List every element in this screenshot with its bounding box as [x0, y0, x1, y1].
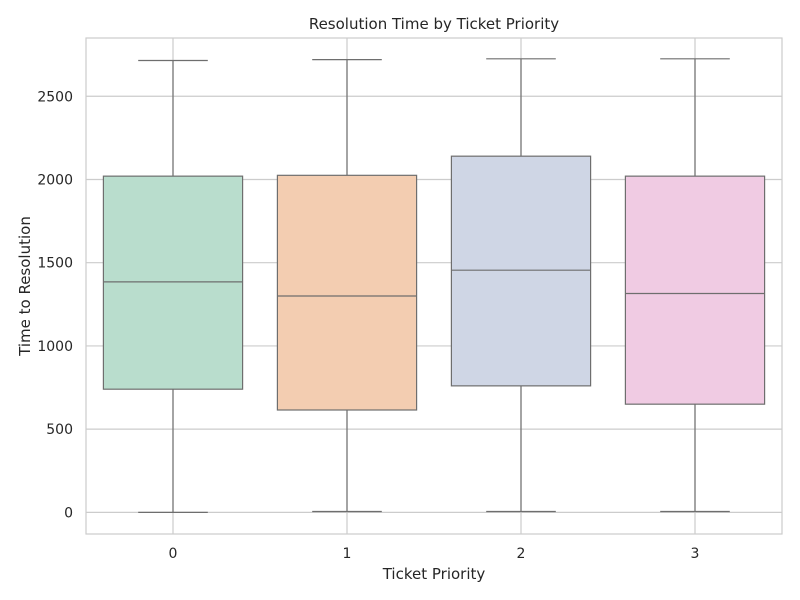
y-tick-label: 1000: [37, 339, 73, 355]
y-tick-label: 500: [46, 422, 73, 438]
x-tick-label: 2: [517, 546, 526, 562]
y-tick-label: 2000: [37, 172, 73, 188]
box-series: [102, 58, 766, 513]
box-group-1: [276, 59, 418, 513]
plot-area-frame: [85, 37, 783, 535]
y-tick-label: 1500: [37, 256, 73, 272]
box-group-2: [450, 58, 592, 513]
box-group-3: [624, 58, 766, 513]
x-tick-label: 1: [343, 546, 352, 562]
tick-labels: 0 500 1000 1500 2000 2500 0 1 2 3: [37, 89, 699, 562]
y-axis-label: Time to Resolution: [16, 216, 34, 357]
iqr-box: [450, 155, 592, 387]
y-tick-label: 2500: [37, 89, 73, 105]
x-tick-label: 0: [169, 546, 178, 562]
iqr-box: [624, 175, 766, 405]
x-tick-label: 3: [691, 546, 700, 562]
y-tick-label: 0: [64, 505, 73, 521]
iqr-box: [102, 175, 244, 390]
x-axis-label: Ticket Priority: [382, 565, 486, 583]
iqr-box: [276, 174, 418, 411]
chart-title: Resolution Time by Ticket Priority: [309, 15, 559, 33]
box-group-0: [102, 59, 244, 513]
